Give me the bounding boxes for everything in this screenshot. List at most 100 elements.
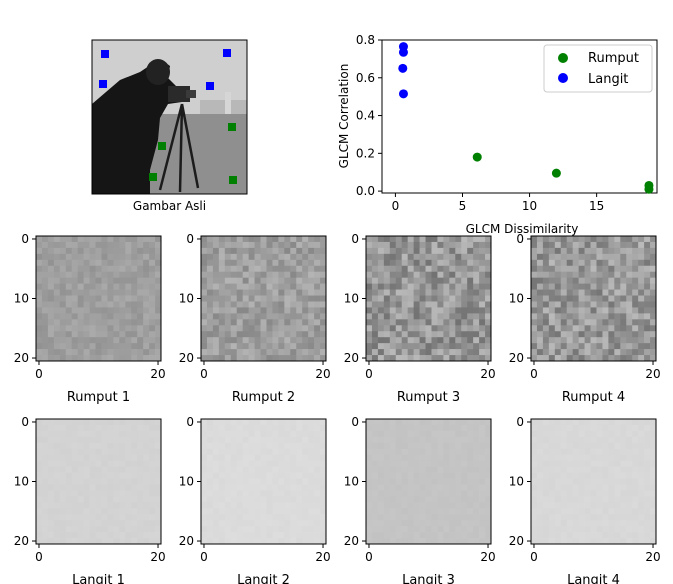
patch-pixel (155, 277, 162, 284)
patch-pixel (201, 236, 208, 243)
patch-pixel (254, 355, 261, 362)
patch-pixel (290, 472, 297, 479)
patch-pixel (542, 538, 550, 545)
patch-pixel (383, 301, 391, 308)
patch-pixel (371, 313, 379, 320)
patch-pixel (242, 295, 249, 302)
patch-pixel (389, 289, 397, 296)
patch-pixel (455, 472, 462, 479)
patch-pixel (278, 514, 285, 521)
patch-pixel (443, 430, 450, 438)
patch-pixel (461, 532, 468, 539)
patch-pixel (320, 520, 327, 527)
patch-pixel (83, 526, 90, 533)
patch-pixel (578, 442, 585, 450)
patch-pixel (638, 283, 645, 290)
patch-pixel (47, 313, 55, 320)
patch-pixel (626, 277, 633, 284)
patch-pixel (377, 259, 385, 267)
patch-pixel (65, 442, 73, 450)
patch-pixel (383, 496, 391, 503)
patch-pixel (218, 538, 226, 545)
patch-pixel (302, 424, 309, 432)
patch-pixel (47, 325, 55, 332)
patch-pixel (431, 532, 438, 539)
patch-pixel (137, 301, 144, 308)
patch-pixel (149, 236, 156, 243)
patch-pixel (206, 454, 214, 462)
patch-pixel (278, 343, 285, 350)
patch-pixel (308, 343, 315, 350)
patch-pixel (125, 325, 132, 332)
patch-pixel (566, 295, 574, 302)
patch-pixel (320, 301, 327, 308)
patch-pixel (467, 526, 474, 533)
patch-pixel (143, 355, 150, 362)
patch-pixel (572, 514, 579, 521)
patch-pixel (41, 337, 49, 344)
patch-pixel (119, 538, 126, 545)
scatter-point-langit (398, 47, 408, 57)
patch-pixel (602, 337, 609, 344)
patch-pixel (230, 265, 238, 273)
patch-pixel (449, 484, 456, 491)
patch-pixel (371, 325, 379, 332)
patch-pixel (590, 236, 597, 243)
patch-pixel (531, 247, 538, 255)
patch-pixel (206, 265, 214, 273)
patch-pixel (101, 484, 108, 491)
patch-pixel (218, 502, 226, 509)
patch-pixel (542, 496, 550, 503)
patch-pixel (614, 277, 621, 284)
patch-pixel (383, 313, 391, 320)
patch-pixel (383, 466, 391, 473)
patch-pixel (650, 349, 657, 356)
patch-pixel (272, 337, 279, 344)
patch-pixel (155, 460, 162, 467)
patch-pixel (614, 448, 621, 456)
patch-pixel (614, 349, 621, 356)
patch-pixel (125, 307, 132, 314)
patch-pixel (236, 478, 244, 485)
patch-pixel (242, 337, 249, 344)
patch-pixel (389, 253, 397, 261)
patch-pixel (260, 289, 267, 296)
patch-pixel (254, 337, 261, 344)
original-image-panel: Gambar Asli (91, 39, 248, 213)
patch-pixel (473, 442, 480, 450)
patch-pixel (284, 538, 291, 545)
patch-pixel (650, 259, 657, 267)
scatter-point-rumput (644, 184, 654, 194)
patch-pixel (590, 436, 597, 444)
patch-pixel (266, 484, 273, 491)
patch-pixel (531, 325, 538, 332)
patch-pixel (596, 307, 603, 314)
patch-pixel (644, 319, 651, 326)
patch-pixel (531, 419, 538, 426)
patch-pixel (626, 289, 633, 296)
patch-pixel (473, 236, 480, 243)
patch-pixel (302, 265, 309, 273)
patch-pixel (53, 301, 61, 308)
patch-pixel (83, 472, 90, 479)
patch-pixel (614, 538, 621, 545)
patch-pixel (437, 307, 444, 314)
patch-pixel (302, 343, 309, 350)
patch-pixel (531, 508, 538, 515)
patch-pixel (224, 301, 232, 308)
patch-pixel (119, 496, 126, 503)
patch-pixel (65, 301, 73, 308)
patch-pixel (143, 241, 150, 249)
patch-pixel (143, 496, 150, 503)
patch-pixel (296, 319, 303, 326)
patch-pixel (236, 484, 244, 491)
patch-pixel (455, 496, 462, 503)
patch-pixel (101, 490, 108, 497)
patch-pixel (383, 253, 391, 261)
patch-pixel (632, 355, 639, 362)
patch-pixel (308, 526, 315, 533)
scatter-legend: Rumput Langit (543, 44, 653, 93)
patch-pixel (395, 460, 403, 467)
patch-pixel (83, 490, 90, 497)
